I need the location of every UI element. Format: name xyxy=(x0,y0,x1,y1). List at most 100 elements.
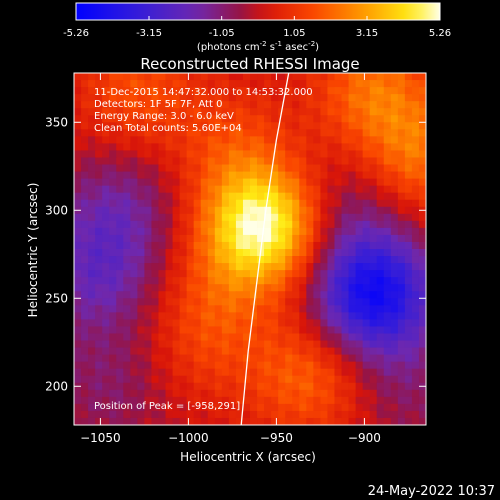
heatmap-cell xyxy=(376,298,385,306)
heatmap-cell xyxy=(369,192,378,201)
heatmap-cell xyxy=(278,417,286,425)
heatmap-cell xyxy=(271,192,279,201)
heatmap-cell xyxy=(130,94,138,102)
heatmap-cell xyxy=(327,361,335,370)
heatmap-cell xyxy=(144,347,152,355)
heatmap-cell xyxy=(355,94,364,102)
heatmap-cell xyxy=(186,115,195,123)
heatmap-cell xyxy=(418,122,426,130)
heatmap-cell xyxy=(264,263,272,271)
heatmap-cell xyxy=(130,108,138,116)
heatmap-cell xyxy=(144,129,152,137)
heatmap-cell xyxy=(292,256,300,264)
heatmap-cell xyxy=(320,150,328,158)
heatmap-cell xyxy=(271,389,279,398)
heatmap-cell xyxy=(109,403,117,412)
heatmap-cell xyxy=(355,80,364,88)
heatmap-cell xyxy=(355,136,364,144)
heatmap-cell xyxy=(250,270,258,278)
heatmap-cell xyxy=(123,298,131,306)
heatmap-cell xyxy=(193,263,202,271)
heatmap-cell xyxy=(383,361,392,370)
colorbar-tick-label: -3.15 xyxy=(136,28,162,39)
heatmap-cell xyxy=(158,326,166,334)
heatmap-cell xyxy=(123,185,131,194)
heatmap-cell xyxy=(271,277,279,285)
heatmap-cell xyxy=(271,220,279,229)
heatmap-cell xyxy=(362,80,371,88)
heatmap-cell xyxy=(271,382,279,391)
heatmap-cell xyxy=(404,305,413,313)
heatmap-cell xyxy=(172,73,180,81)
heatmap-cell xyxy=(411,375,420,384)
heatmap-cell xyxy=(285,178,293,187)
heatmap-cell xyxy=(200,263,209,271)
heatmap-cell xyxy=(271,368,279,377)
heatmap-cell xyxy=(172,234,180,243)
heatmap-cell xyxy=(74,87,82,95)
heatmap-cell xyxy=(228,249,237,257)
heatmap-cell xyxy=(116,319,124,327)
heatmap-cell xyxy=(186,150,195,158)
heatmap-cell xyxy=(179,241,188,250)
heatmap-cell xyxy=(102,220,110,229)
heatmap-cell xyxy=(109,199,117,208)
heatmap-cell xyxy=(165,305,173,313)
heatmap-cell xyxy=(137,115,145,123)
heatmap-cell xyxy=(88,361,96,370)
heatmap-cell xyxy=(250,94,258,102)
heatmap-cell xyxy=(130,73,138,81)
heatmap-cell xyxy=(320,389,328,398)
heatmap-cell xyxy=(292,150,300,158)
heatmap-cell xyxy=(207,284,216,292)
heatmap-cell xyxy=(306,157,314,165)
heatmap-cell xyxy=(235,312,244,320)
heatmap-cell xyxy=(186,143,195,151)
heatmap-cell xyxy=(292,361,300,370)
heatmap-cell xyxy=(109,108,117,116)
heatmap-cell xyxy=(411,291,420,299)
heatmap-cell xyxy=(151,122,159,130)
heatmap-cell xyxy=(411,361,420,370)
heatmap-cell xyxy=(397,115,406,123)
heatmap-cell xyxy=(207,192,216,201)
heatmap-cell xyxy=(313,192,321,201)
heatmap-cell xyxy=(123,249,131,257)
heatmap-cell xyxy=(257,80,265,88)
heatmap-cell xyxy=(151,298,159,306)
heatmap-cell xyxy=(348,284,356,292)
heatmap-cell xyxy=(418,157,426,165)
heatmap-cell xyxy=(250,354,258,363)
heatmap-cell xyxy=(172,291,180,299)
heatmap-cell xyxy=(200,368,209,377)
heatmap-cell xyxy=(285,185,293,194)
heatmap-cell xyxy=(235,368,244,377)
heatmap-cell xyxy=(264,403,272,412)
heatmap-cell xyxy=(383,101,392,109)
heatmap-cell xyxy=(193,403,202,412)
heatmap-cell xyxy=(207,263,216,271)
heatmap-cell xyxy=(214,291,223,299)
heatmap-cell xyxy=(193,347,202,355)
heatmap-cell xyxy=(123,192,131,201)
heatmap-cell xyxy=(334,340,342,348)
heatmap-cell xyxy=(390,213,399,222)
heatmap-cell xyxy=(278,326,286,334)
heatmap-cell xyxy=(306,164,314,172)
heatmap-cell xyxy=(158,249,166,257)
heatmap-cell xyxy=(221,396,230,405)
heatmap-cell xyxy=(214,136,223,144)
heatmap-cell xyxy=(172,122,180,130)
heatmap-cell xyxy=(95,347,103,355)
heatmap-cell xyxy=(102,389,110,398)
heatmap-cell xyxy=(151,73,159,81)
heatmap-cell xyxy=(292,192,300,201)
heatmap-cell xyxy=(390,263,399,271)
heatmap-cell xyxy=(81,73,89,81)
heatmap-cell xyxy=(362,115,371,123)
heatmap-cell xyxy=(264,241,272,250)
heatmap-cell xyxy=(278,354,286,363)
heatmap-cell xyxy=(334,157,342,165)
heatmap-cell xyxy=(193,277,202,285)
heatmap-cell xyxy=(383,157,392,165)
